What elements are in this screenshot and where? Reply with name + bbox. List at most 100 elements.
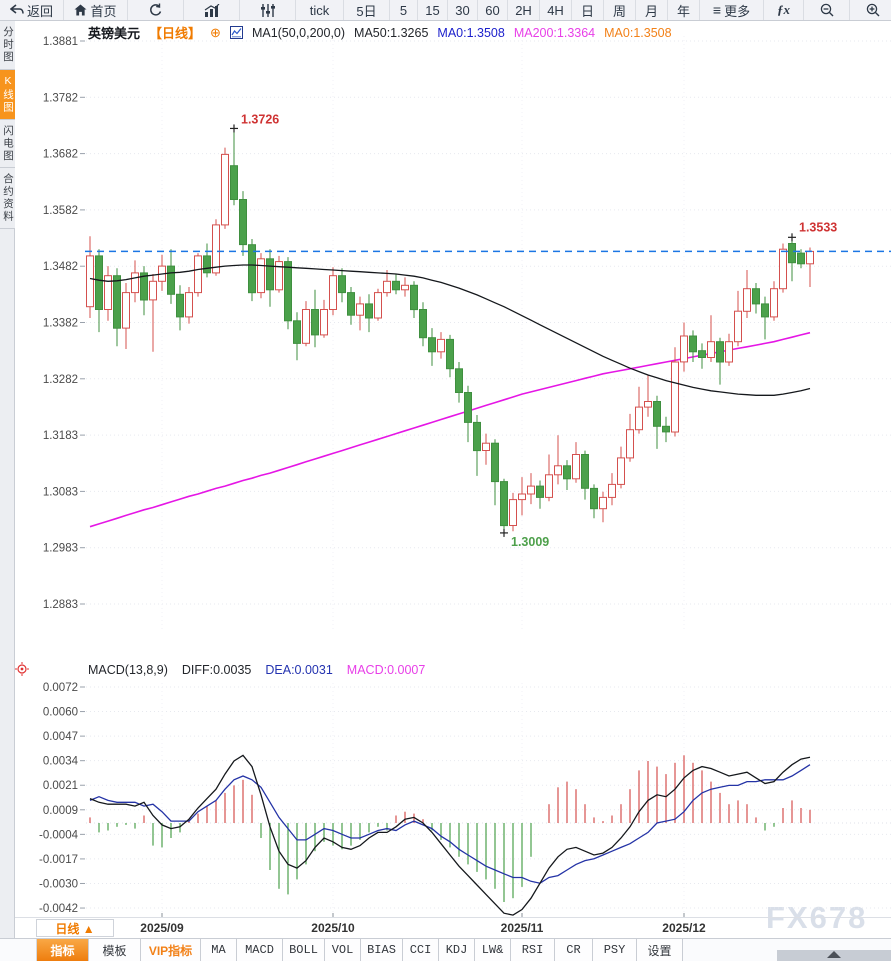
interval-tick[interactable]: tick: [296, 0, 344, 20]
candle-body: [563, 465, 571, 480]
candle-body: [752, 288, 760, 305]
interval-60m[interactable]: 60: [478, 0, 508, 20]
macd-axis-label: 0.0034: [43, 756, 79, 768]
tab-lw[interactable]: LW&: [475, 939, 511, 961]
candle-body: [284, 261, 292, 322]
interval-2h[interactable]: 2H: [508, 0, 540, 20]
candle-body: [176, 293, 184, 318]
candle-body: [167, 265, 175, 295]
tab-cr[interactable]: CR: [555, 939, 593, 961]
price-axis-label: 1.3482: [43, 261, 78, 273]
macd-header: MACD(13,8,9) DIFF:0.0035 DEA:0.0031 MACD…: [88, 663, 425, 677]
candle-body: [761, 303, 769, 318]
tab-vol[interactable]: VOL: [325, 939, 361, 961]
refresh-icon: [149, 3, 161, 16]
back-button[interactable]: 返回: [0, 0, 64, 20]
interval-day[interactable]: 日: [572, 0, 604, 20]
price-axis-label: 1.2983: [43, 543, 78, 555]
candle-body: [599, 496, 607, 510]
macd-diff-line: [89, 754, 811, 916]
tab-bias[interactable]: BIAS: [361, 939, 403, 961]
indicator-settings-button[interactable]: [240, 0, 296, 20]
latest-marker-label: 1.3533: [799, 220, 837, 234]
candle-body: [536, 485, 544, 498]
candle-body: [644, 401, 652, 408]
back-icon: [9, 4, 24, 14]
tab-psy[interactable]: PSY: [593, 939, 637, 961]
chart-header: 英镑美元 【日线】 ⊕ MA1(50,0,200,0) MA50:1.3265 …: [88, 23, 672, 42]
interval-60m-label: 60: [485, 2, 500, 18]
tab-vip-indicator[interactable]: VIP指标: [141, 939, 201, 961]
candle-body: [671, 361, 679, 433]
candle-body: [527, 485, 535, 495]
candle-body: [347, 292, 355, 316]
candle-body: [266, 258, 274, 291]
candle-body: [275, 261, 283, 291]
home-button[interactable]: 首页: [64, 0, 128, 20]
candle-body: [635, 406, 643, 431]
candle-body: [122, 292, 130, 329]
candle-body: [149, 280, 157, 301]
candle-body: [293, 320, 301, 344]
interval-30m-label: 30: [455, 2, 470, 18]
candle-body: [311, 309, 319, 336]
interval-15m[interactable]: 15: [418, 0, 448, 20]
candle-body: [446, 338, 454, 370]
zoom-in-icon: [866, 3, 879, 17]
interval-month[interactable]: 月: [636, 0, 668, 20]
candle-body: [212, 224, 220, 274]
candle-body: [113, 275, 121, 329]
candle-body: [662, 425, 670, 433]
tab-boll[interactable]: BOLL: [283, 939, 325, 961]
price-axis-label: 1.3881: [43, 36, 78, 48]
indicator-target-icon[interactable]: [14, 661, 30, 677]
tab-cci-label: CCI: [409, 943, 432, 957]
candle-body: [716, 341, 724, 363]
candle-body: [257, 258, 265, 294]
interval-4h-label: 4H: [547, 2, 564, 18]
tab-ma[interactable]: MA: [201, 939, 237, 961]
add-indicator-icon[interactable]: ⊕: [210, 24, 221, 40]
macd-panel-icon-wrap: [14, 661, 30, 682]
interval-4h[interactable]: 4H: [540, 0, 572, 20]
tab-template-label: 模板: [102, 944, 127, 959]
sidebar-tab-time-share[interactable]: 分时图: [0, 21, 15, 70]
tab-indicator[interactable]: 指标: [37, 939, 89, 961]
tab-template[interactable]: 模板: [89, 939, 141, 961]
candle-body: [401, 284, 409, 291]
price-axis-label: 1.3582: [43, 205, 78, 217]
period-selector[interactable]: 日线 ▲: [36, 919, 114, 937]
zoom-in-button[interactable]: [850, 0, 891, 20]
chart-type-button[interactable]: [184, 0, 240, 20]
interval-5m[interactable]: 5: [390, 0, 418, 20]
mini-chart-icon[interactable]: [229, 26, 243, 39]
symbol-name: 英镑美元: [88, 26, 141, 41]
macd-axis-label: -0.0017: [39, 854, 78, 866]
sidebar-tab-contract-info[interactable]: 合约资料: [0, 168, 15, 229]
sliders-icon: [261, 3, 275, 17]
tab-cci[interactable]: CCI: [403, 939, 439, 961]
tab-rsi[interactable]: RSI: [511, 939, 555, 961]
interval-5d[interactable]: 5日: [344, 0, 390, 20]
sidebar-tab-kline[interactable]: K线图: [0, 69, 15, 120]
candle-body: [320, 309, 328, 336]
tab-lw-label: LW&: [481, 943, 504, 957]
candle-body: [500, 481, 508, 527]
tab-kdj[interactable]: KDJ: [439, 939, 475, 961]
tab-cr-label: CR: [566, 943, 581, 957]
home-label: 首页: [90, 3, 117, 19]
tab-macd[interactable]: MACD: [237, 939, 283, 961]
collapse-panel-bar[interactable]: [777, 950, 891, 961]
formula-button[interactable]: ƒx: [764, 0, 804, 20]
more-button[interactable]: ≡ 更多: [700, 0, 764, 20]
sidebar-tab-lightning[interactable]: 闪电图: [0, 119, 15, 168]
tab-settings[interactable]: 设置: [637, 939, 683, 961]
interval-30m[interactable]: 30: [448, 0, 478, 20]
interval-year[interactable]: 年: [668, 0, 700, 20]
macd-macd-value: MACD:0.0007: [346, 663, 426, 677]
zoom-out-button[interactable]: [804, 0, 850, 20]
interval-5d-label: 5日: [356, 3, 377, 19]
interval-week[interactable]: 周: [604, 0, 636, 20]
refresh-button[interactable]: [128, 0, 184, 20]
candle-body: [491, 442, 499, 483]
